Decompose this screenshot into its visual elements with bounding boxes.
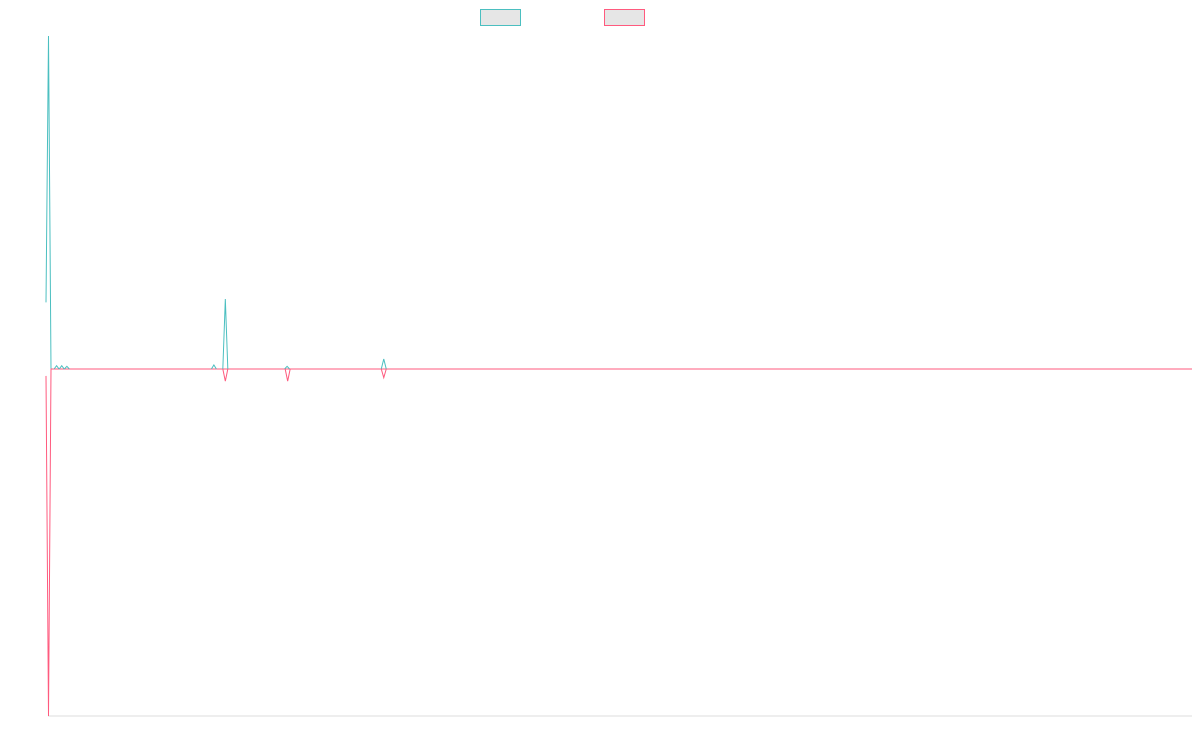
series-line-1 [45, 35, 1192, 370]
series-1-blip-7 [284, 365, 290, 370]
chart-legend[interactable] [480, 9, 645, 26]
legend-swatch-series-2[interactable] [604, 9, 645, 26]
plot-area [45, 35, 1192, 717]
series-1-blip-1 [53, 364, 60, 370]
series-line-2 [45, 368, 1192, 717]
legend-swatch-series-1[interactable] [480, 9, 521, 26]
series-2-blip-8 [284, 368, 291, 382]
series-1-blip-5 [222, 299, 229, 370]
series-1-blip-2 [58, 364, 65, 370]
series-2-blip-10 [380, 368, 387, 380]
series-2-blip-6 [222, 368, 229, 382]
series-1-blip-4 [210, 364, 217, 370]
series-1-blip-3 [64, 365, 70, 370]
series-1-blip-9 [380, 358, 387, 370]
